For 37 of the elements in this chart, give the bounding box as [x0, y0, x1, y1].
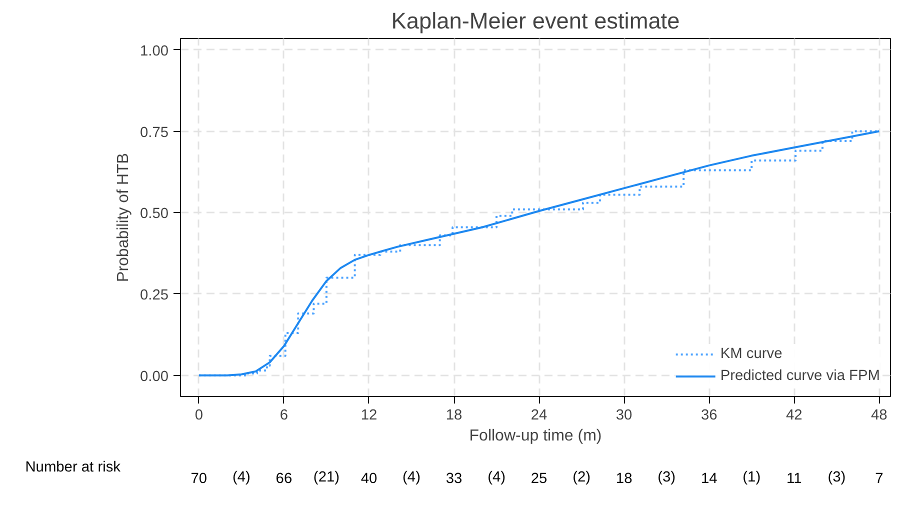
text: 18: [616, 471, 632, 487]
text: (4): [488, 470, 506, 486]
text: 14: [700, 471, 718, 487]
text: 25: [530, 471, 548, 487]
text: 40: [360, 471, 378, 487]
text: Number at risk: [25, 460, 122, 476]
x-tick-label: 36: [700, 408, 718, 424]
legend-label: Predicted curve via FPM: [720, 368, 880, 384]
legend-label: KM curve: [720, 346, 782, 362]
text: (1): [742, 470, 761, 486]
y-axis-title: Probability of HTB: [114, 153, 132, 282]
y-tick-label: 0.00: [140, 368, 169, 385]
text: (2): [572, 470, 591, 486]
text: 11: [786, 471, 802, 487]
x-tick-label: 48: [871, 408, 888, 424]
x-axis-title: Follow-up time (m): [469, 428, 602, 444]
x-tick-label: 42: [786, 408, 802, 424]
chart-title: Kaplan-Meier event estimate: [391, 8, 680, 34]
x-tick-label: 24: [530, 408, 548, 424]
x-tick-label: 30: [616, 408, 632, 424]
x-tick-label: 18: [446, 408, 462, 424]
text: (4): [402, 470, 420, 486]
y-tick-label: 1.00: [140, 43, 169, 60]
text: (4): [232, 470, 250, 486]
text: 66: [276, 471, 292, 487]
text: 70: [190, 471, 208, 487]
text: 7: [875, 471, 884, 487]
text: (21): [313, 470, 340, 486]
text: (3): [658, 470, 676, 486]
y-tick-label: 0.25: [140, 287, 169, 304]
y-tick-label: 0.50: [140, 206, 169, 222]
x-tick-label: 0: [194, 408, 204, 424]
x-tick-label: 12: [360, 408, 378, 424]
y-tick-label: 0.75: [140, 124, 169, 141]
text: (3): [828, 470, 846, 486]
text: 33: [446, 471, 462, 487]
x-tick-label: 6: [280, 408, 288, 424]
